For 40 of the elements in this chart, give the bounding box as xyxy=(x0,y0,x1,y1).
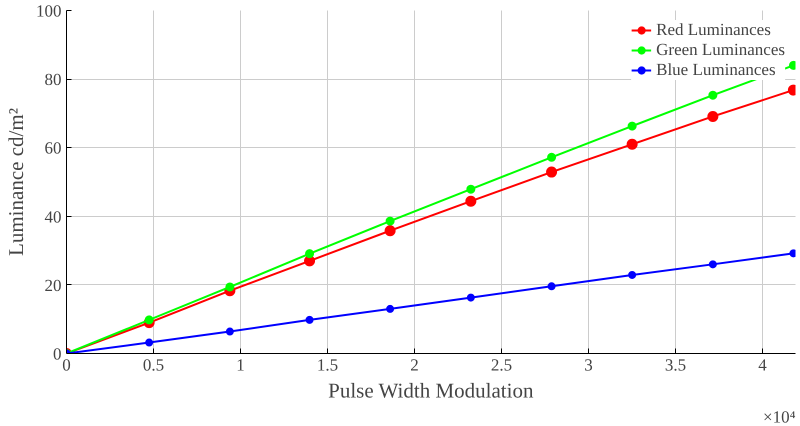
x-tick-label: 0.5 xyxy=(142,356,164,374)
point xyxy=(628,122,637,131)
point xyxy=(547,152,556,162)
x-tick-label: 1 xyxy=(236,356,245,374)
point xyxy=(708,90,718,100)
point xyxy=(144,315,154,324)
x-tick-label: 2.5 xyxy=(490,356,512,374)
x-tick-label: 3 xyxy=(584,356,593,374)
legend-label: Blue Luminances xyxy=(656,60,776,80)
x-tick-label: 1.5 xyxy=(316,356,338,374)
point xyxy=(628,270,636,279)
point xyxy=(305,249,314,258)
point xyxy=(465,196,476,207)
point xyxy=(466,294,475,302)
point xyxy=(546,166,558,178)
legend-label: Green Luminances xyxy=(656,40,785,60)
point xyxy=(306,316,314,324)
x-axis-title: Pulse Width Modulation xyxy=(328,378,534,402)
y-tick-label: 60 xyxy=(44,138,62,158)
point xyxy=(386,216,395,226)
x-tick-label: 2 xyxy=(410,356,419,374)
point xyxy=(384,225,396,236)
point xyxy=(225,282,234,292)
point xyxy=(145,338,154,347)
point xyxy=(386,304,394,313)
y-tick-label: 80 xyxy=(44,70,62,90)
x-tick-label: 4 xyxy=(758,356,768,374)
x-tick-label: 3.5 xyxy=(664,356,686,374)
point xyxy=(226,328,234,336)
legend-label: Red Luminances xyxy=(656,20,771,40)
text: ×10⁴ xyxy=(762,408,796,426)
point xyxy=(466,184,476,194)
y-axis-title: Luminance cd/m² xyxy=(4,108,28,256)
point xyxy=(707,110,718,122)
point xyxy=(626,138,638,150)
y-tick-label: 100 xyxy=(36,2,62,20)
point xyxy=(708,260,717,268)
y-tick-label: 20 xyxy=(44,276,62,295)
point xyxy=(548,282,556,290)
y-tick-label: 40 xyxy=(44,207,62,226)
